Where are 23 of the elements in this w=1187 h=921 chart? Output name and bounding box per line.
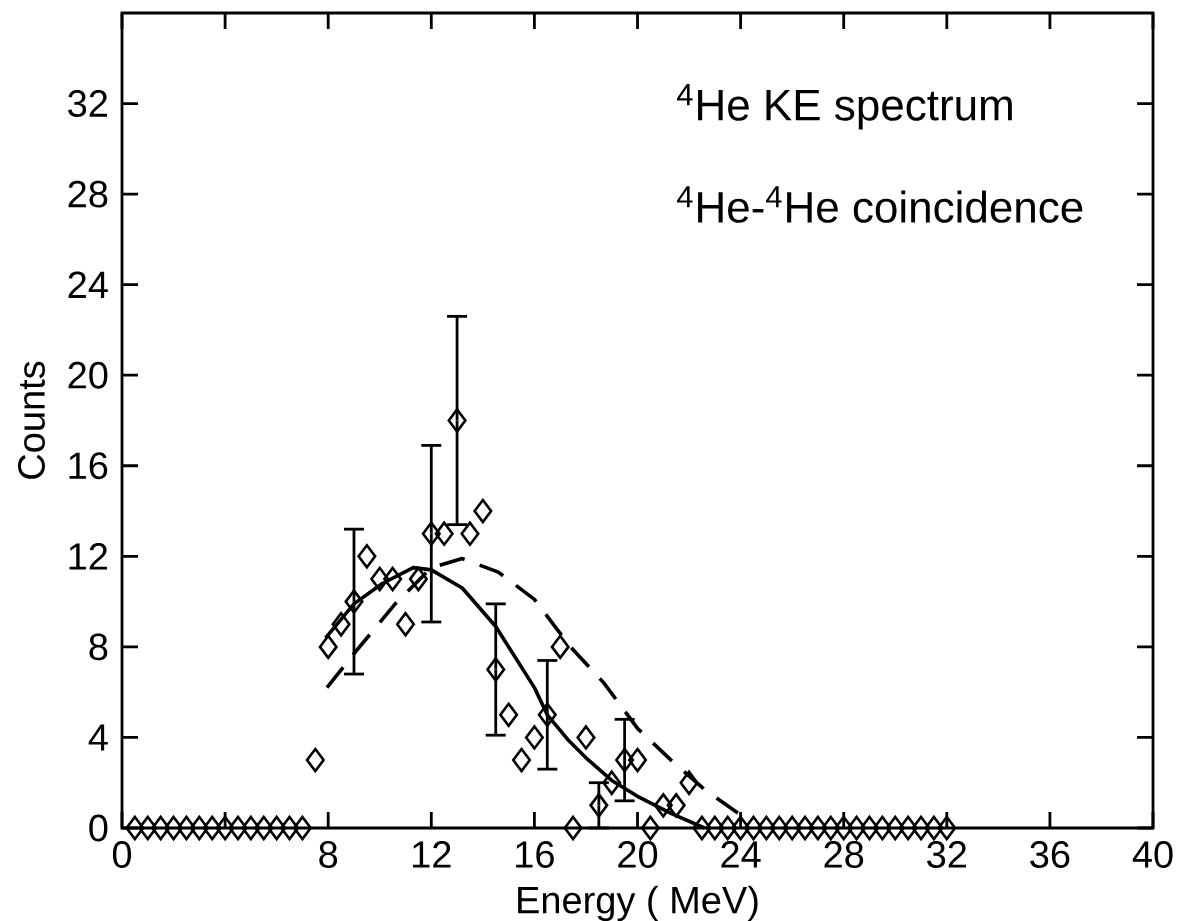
y-tick-label: 20 [68, 361, 108, 389]
x-tick-label: 0 [112, 841, 132, 868]
y-axis-title: Counts [18, 361, 45, 479]
x-tick-label: 36 [1030, 841, 1070, 868]
x-tick-label: 24 [721, 841, 761, 868]
y-tick-label: 32 [68, 90, 108, 117]
annotation: $^{4}$He-$^{4}$He coincidence [677, 186, 1083, 223]
x-tick-label: 16 [516, 841, 554, 868]
y-tick-label: 12 [69, 543, 108, 570]
x-axis-title: Energy ( MeV) [518, 885, 758, 921]
y-tick-label: 16 [69, 452, 108, 480]
x-tick-label: 8 [319, 841, 338, 868]
y-tick-label: 8 [89, 633, 108, 661]
y-tick-label: 0 [89, 814, 108, 842]
x-tick-label: 12 [413, 841, 451, 868]
x-tick-label: 20 [618, 841, 658, 868]
y-tick-label: 28 [68, 180, 108, 208]
x-tick-label: 40 [1132, 841, 1173, 868]
x-tick-label: 32 [927, 841, 967, 868]
y-tick-label: 24 [68, 271, 108, 298]
y-tick-label: 4 [88, 724, 108, 751]
annotation: $^{4}$He KE spectrum [677, 84, 1012, 130]
x-tick-label: 28 [824, 841, 864, 868]
